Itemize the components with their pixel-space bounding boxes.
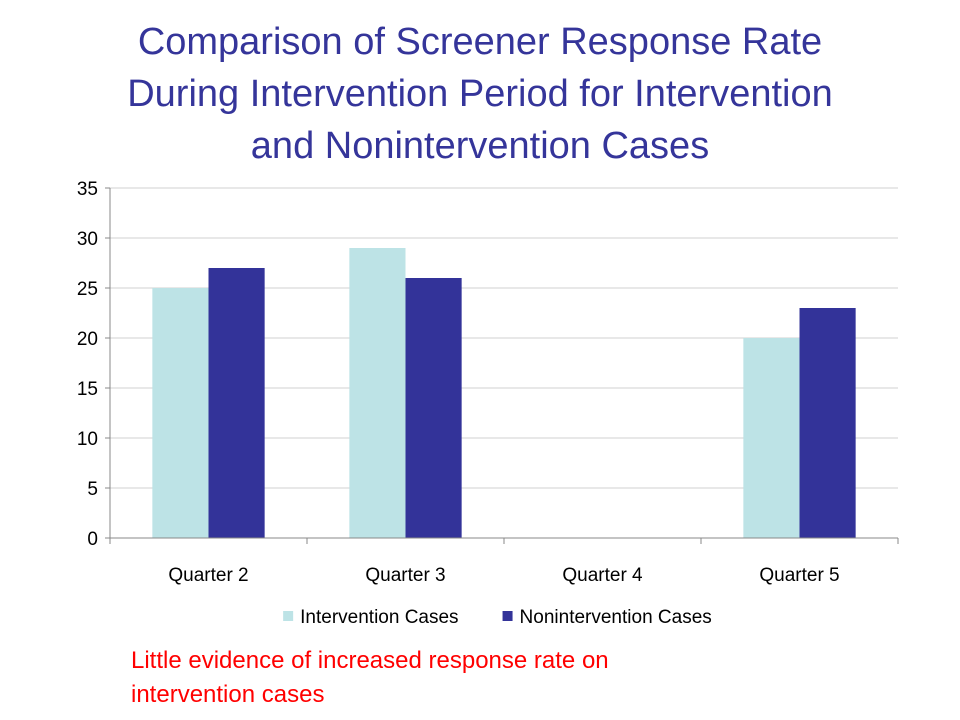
bar [152,288,209,538]
y-tick-label: 35 [77,179,98,200]
legend-label: Intervention Cases [300,607,458,628]
title-line-3: and Nonintervention Cases [250,125,710,167]
x-tick-label: Quarter 5 [759,565,839,586]
y-tick-label: 30 [77,229,98,250]
y-tick-label: 10 [77,429,98,450]
note-line-2: intervention cases [131,681,325,708]
bar [405,278,462,538]
y-tick-label: 15 [77,379,98,400]
legend: Intervention Cases Nonintervention Cases [283,607,712,628]
x-axis-ticks: Quarter 2 Quarter 3 Quarter 4 Quarter 5 [109,538,899,586]
legend-swatch [283,611,294,621]
x-tick-label: Quarter 2 [168,565,248,586]
y-tick-label: 0 [87,529,98,550]
bar [208,268,265,538]
y-tick-label: 20 [77,329,98,350]
x-tick-label: Quarter 4 [562,565,643,586]
bar [349,248,406,538]
chart-title: Comparison of Screener Response Rate Dur… [40,16,920,172]
y-tick-label: 25 [77,279,98,300]
bars [152,248,856,538]
bar [799,308,856,538]
bar [743,338,800,538]
y-axis-ticks: 0 5 10 15 20 25 30 35 [77,179,110,550]
note-line-1: Little evidence of increased response ra… [131,647,609,674]
y-tick-label: 5 [87,479,98,500]
title-line-1: Comparison of Screener Response Rate [137,21,823,63]
annotation-note: Little evidence of increased response ra… [131,644,831,712]
legend-swatch [502,611,513,621]
legend-label: Nonintervention Cases [520,607,712,628]
x-tick-label: Quarter 3 [365,565,445,586]
title-line-2: During Intervention Period for Intervent… [127,73,833,115]
